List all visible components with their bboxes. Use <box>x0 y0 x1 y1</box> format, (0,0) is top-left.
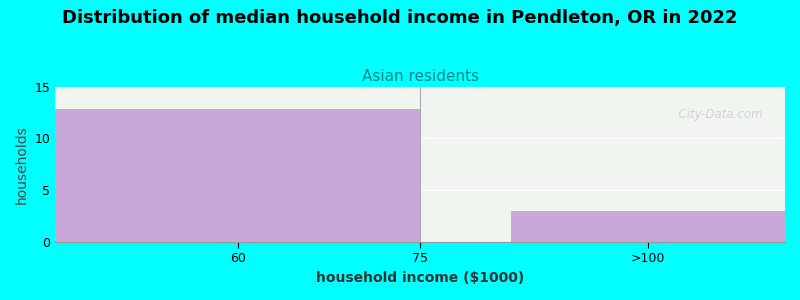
Text: Distribution of median household income in Pendleton, OR in 2022: Distribution of median household income … <box>62 9 738 27</box>
Y-axis label: households: households <box>15 125 29 204</box>
Bar <box>55 110 420 242</box>
X-axis label: household income ($1000): household income ($1000) <box>316 271 524 285</box>
Bar <box>511 211 785 242</box>
Title: Asian residents: Asian residents <box>362 69 478 84</box>
Text: City-Data.com: City-Data.com <box>671 108 763 121</box>
